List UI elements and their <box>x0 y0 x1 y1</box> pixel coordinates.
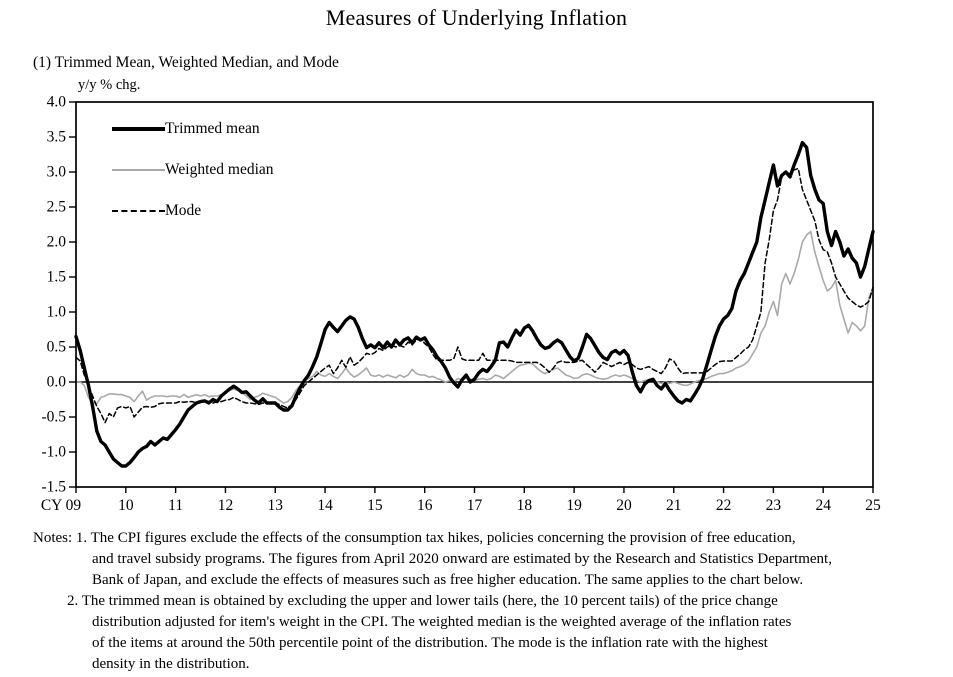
footnotes: Notes: 1. The CPI figures exclude the ef… <box>0 528 953 675</box>
y-axis-tick-label: 1.0 <box>47 304 67 321</box>
legend-label-mode: Mode <box>165 202 202 219</box>
chart-title: Measures of Underlying Inflation <box>325 5 628 30</box>
note-line: Notes: 1. The CPI figures exclude the ef… <box>33 530 796 546</box>
note-line: Bank of Japan, and exclude the effects o… <box>92 572 804 588</box>
legend-label-weighted-median: Weighted median <box>165 161 274 178</box>
y-axis-tick-label: 3.5 <box>47 129 67 146</box>
y-axis-tick-label: 4.0 <box>47 94 67 111</box>
x-axis-tick-label: CY 09 <box>41 497 82 514</box>
legend-item-trimmed-mean: Trimmed mean <box>112 117 274 141</box>
weighted-median-line-sample <box>112 169 165 171</box>
series-trimmed-mean <box>74 140 875 468</box>
x-axis-tick-label: 14 <box>317 497 333 514</box>
note-line: 2. The trimmed mean is obtained by exclu… <box>67 593 778 609</box>
x-axis-tick-label: 12 <box>218 497 234 514</box>
x-axis-tick-label: 16 <box>417 497 433 514</box>
x-axis-tick-label: 19 <box>566 497 582 514</box>
x-axis-tick-label: 21 <box>666 497 682 514</box>
y-axis-tick-label: 0.5 <box>47 339 67 356</box>
x-axis-tick-label: 10 <box>118 497 134 514</box>
note-line: and travel subsidy programs. The figures… <box>92 551 832 567</box>
legend-label-trimmed-mean: Trimmed mean <box>165 120 260 137</box>
panel-subtitle: (1) Trimmed Mean, Weighted Median, and M… <box>33 54 339 71</box>
legend: Trimmed mean Weighted median Mode <box>112 117 274 240</box>
y-axis-tick-label: -0.5 <box>41 409 66 426</box>
y-axis-tick-label: 2.5 <box>47 199 67 216</box>
x-axis-tick-label: 18 <box>517 497 533 514</box>
x-axis-tick-label: 13 <box>268 497 284 514</box>
y-axis-unit-label: y/y % chg. <box>78 77 141 93</box>
x-axis-tick-label: 23 <box>766 497 782 514</box>
note-line: distribution adjusted for item's weight … <box>92 614 792 630</box>
inflation-line-chart: 4.0 3.5 3.0 2.5 2.0 1.5 1.0 0.5 0.0 -0.5 -1.0 -1.5C… <box>41 94 881 515</box>
y-axis-tick-label: -1.0 <box>41 444 66 461</box>
x-axis-tick-label: 11 <box>168 497 183 514</box>
y-axis-tick-label: 3.0 <box>47 164 67 181</box>
y-axis-tick-label: 0.0 <box>47 374 67 391</box>
plot-frame <box>75 101 874 488</box>
mode-line-sample <box>112 210 165 212</box>
x-axis-tick-label: 24 <box>815 497 831 514</box>
x-axis-tick-label: 25 <box>865 497 881 514</box>
trimmed-mean-line-sample <box>112 127 165 131</box>
note-line: of the items at around the 50th percenti… <box>92 635 768 651</box>
y-axis-tick-label: 2.0 <box>47 234 67 251</box>
legend-item-mode: Mode <box>112 199 274 223</box>
y-axis-tick-label: 1.5 <box>47 269 67 286</box>
legend-item-weighted-median: Weighted median <box>112 158 274 182</box>
x-axis-tick-label: 20 <box>616 497 632 514</box>
y-axis-tick-label: -1.5 <box>41 479 66 496</box>
x-axis-tick-label: 15 <box>367 497 383 514</box>
x-axis-tick-label: 22 <box>716 497 732 514</box>
x-axis-tick-label: 17 <box>467 497 483 514</box>
note-line: density in the distribution. <box>92 656 250 672</box>
